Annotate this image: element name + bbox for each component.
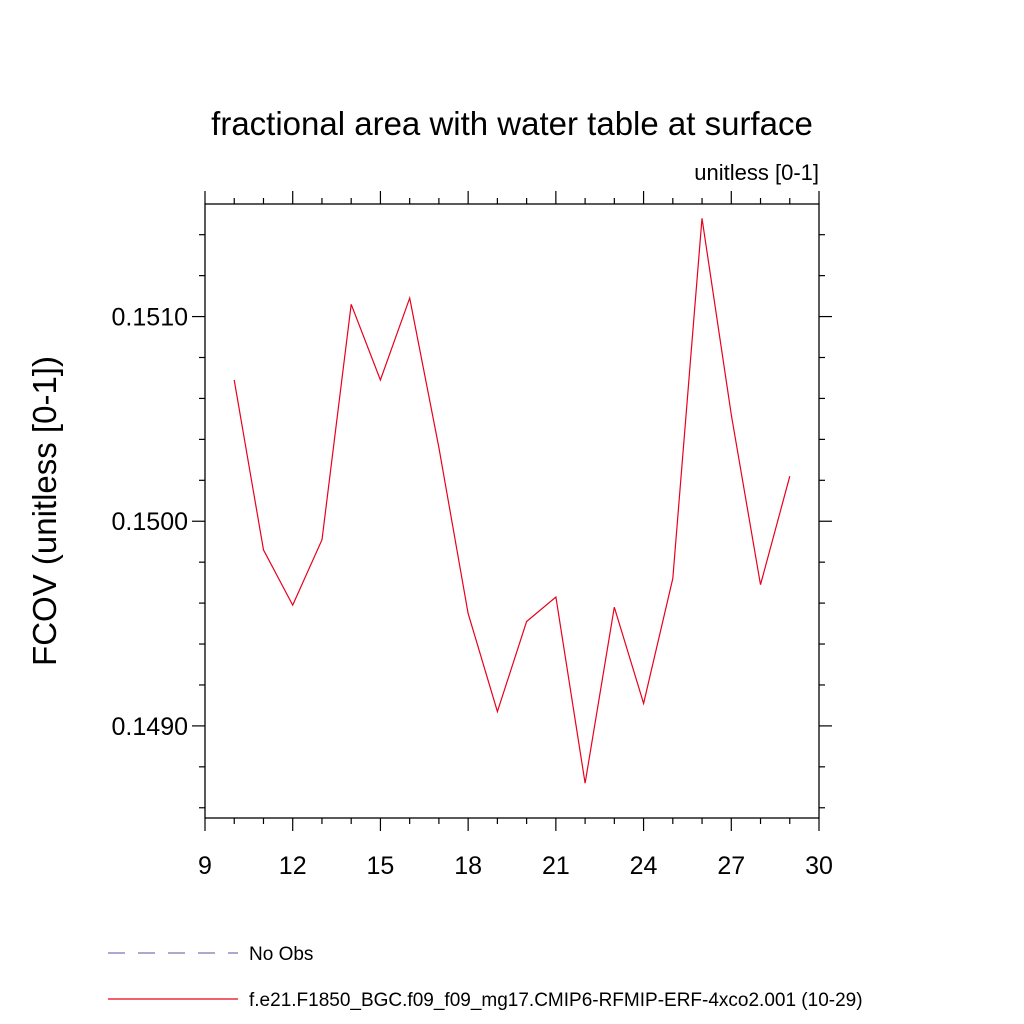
x-tick-label: 18 — [454, 852, 482, 880]
x-tick-label: 30 — [805, 852, 833, 880]
y-tick-label: 0.1510 — [112, 304, 188, 332]
x-tick-label: 15 — [367, 852, 395, 880]
tick-labels: 9 12 15 18 21 24 27 30 0.1490 0.1500 0.1510 — [112, 304, 833, 880]
axis-ticks — [192, 191, 832, 831]
y-axis-label: FCOV (unitless [0-1]) — [26, 356, 63, 666]
chart-title: fractional area with water table at surf… — [211, 105, 813, 142]
x-tick-label: 21 — [542, 852, 570, 880]
legend: No Obs f.e21.F1850_BGC.f09_f09_mg17.CMIP… — [108, 944, 863, 1011]
legend-label-series: f.e21.F1850_BGC.f09_f09_mg17.CMIP6-RFMIP… — [249, 990, 863, 1011]
x-tick-label: 9 — [198, 852, 212, 880]
series-layer — [233, 218, 791, 784]
y-tick-label: 0.1500 — [112, 508, 188, 536]
x-tick-label: 27 — [717, 852, 745, 880]
legend-label-no-obs: No Obs — [249, 944, 313, 965]
units-label: unitless [0-1] — [694, 160, 819, 185]
y-tick-label: 0.1490 — [112, 713, 188, 741]
plot-frame — [204, 203, 820, 819]
x-tick-label: 12 — [279, 852, 307, 880]
series-line — [233, 218, 791, 784]
x-tick-label: 24 — [630, 852, 658, 880]
